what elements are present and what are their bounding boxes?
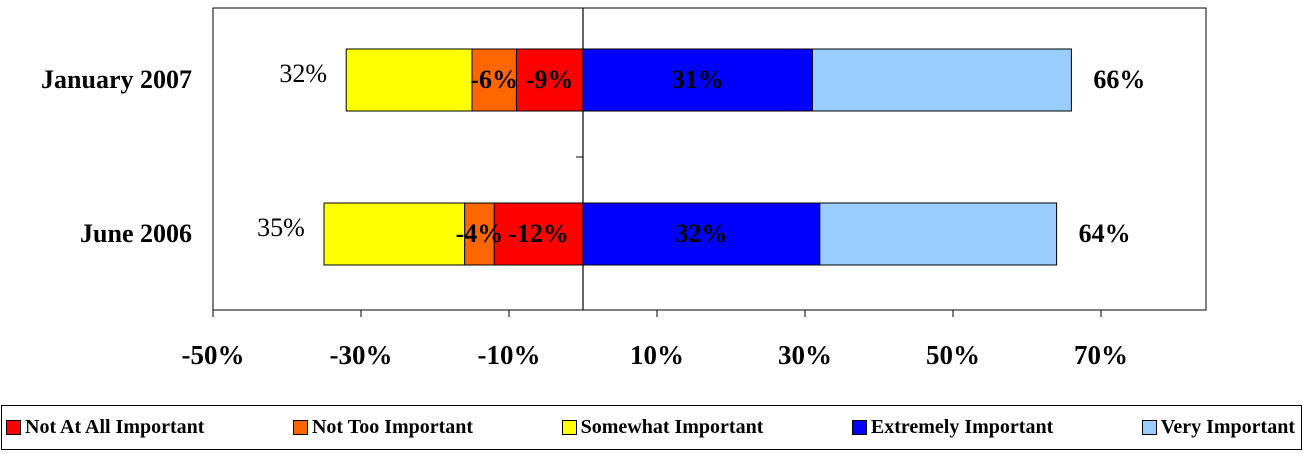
bar-very-important-june-2006 [819,202,1058,266]
bar-somewhat-important-june-2006 [323,202,466,266]
legend-swatch [6,420,21,435]
total-label-positive-june-2006: 64% [1079,219,1131,248]
data-label-extremely-important-january-2007: 31% [672,65,724,94]
legend-label: Very Important [1160,416,1295,438]
data-label-not-too-important-june-2006: -4% [456,219,504,248]
data-label-not-at-all-important-january-2007: -9% [526,65,574,94]
category-label-june-2006: June 2006 [80,219,192,248]
total-label-negative-january-2007: 32% [279,59,327,88]
x-tick-label: 30% [778,340,832,370]
total-label-negative-june-2006: 35% [257,213,305,242]
data-label-not-too-important-january-2007: -6% [470,65,518,94]
chart-svg: -9% -6% 31% 32% 66% January 2007 -12%-4% 32% 35%… [41,7,1207,370]
data-label-not-at-all-important-june-2006: -12% [508,219,569,248]
legend-swatch [1141,420,1157,435]
bar-extremely-important-june-2006 [582,202,821,266]
category-label-january-2007: January 2007 [41,65,192,94]
x-tick-label: -30% [330,340,393,370]
x-tick-label: 50% [926,340,980,370]
legend-swatch [851,420,867,435]
legend-item-extremely-important: Extremely Important [851,416,1054,439]
x-tick-label: 70% [1074,340,1128,370]
bar-very-important-january-2007 [811,48,1072,112]
bar-somewhat-important-january-2007 [345,48,473,112]
data-label-extremely-important-june-2006: 32% [675,219,727,248]
legend-swatch [561,420,577,435]
legend-label: Not At All Important [25,416,205,438]
legend-label: Not Too Important [311,416,474,438]
plot-area [212,7,1207,311]
legend-swatch [292,420,308,435]
bar-not-at-all-important-january-2007 [515,48,584,112]
x-tick-label: -10% [478,340,541,370]
bar-not-too-important-january-2007 [471,48,517,112]
legend-item-not-at-all-important: Not At All Important [6,416,204,439]
legend: Not At All Important Not Too Important Som… [1,405,1302,450]
legend-item-somewhat-important: Somewhat Important [561,416,764,439]
legend-label: Somewhat Important [580,416,764,438]
x-tick-label: -50% [182,340,245,370]
x-tick-label: 10% [630,340,684,370]
legend-label: Extremely Important [870,416,1054,438]
legend-item-very-important: Very Important [1141,416,1295,439]
total-label-positive-january-2007: 66% [1093,65,1145,94]
legend-item-not-too-important: Not Too Important [292,416,474,439]
